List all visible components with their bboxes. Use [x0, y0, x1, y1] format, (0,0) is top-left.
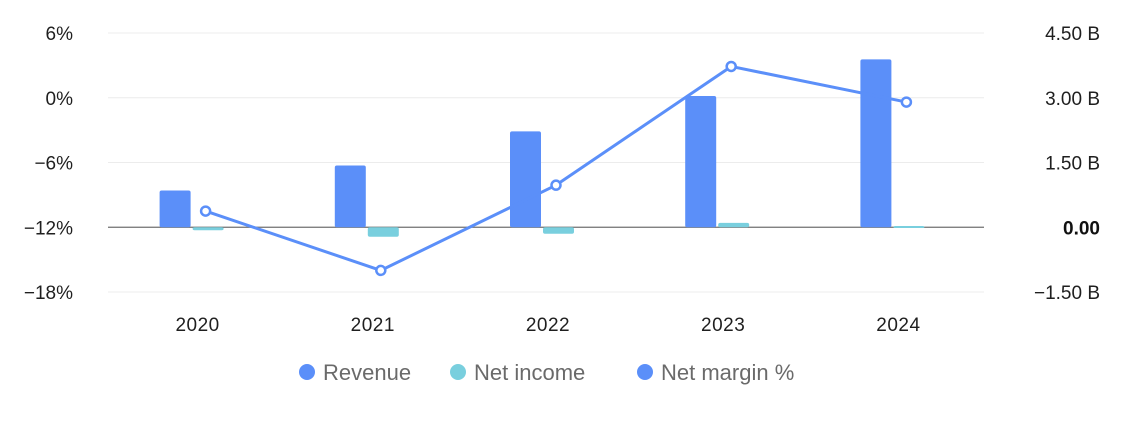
right-axis-tick-label: 3.00 B	[1045, 89, 1100, 110]
bar-net-income	[367, 227, 399, 237]
net-margin-point	[550, 179, 562, 191]
left-axis-tick-label: 6%	[46, 24, 74, 45]
net-margin-point	[900, 96, 913, 108]
bar-net-income	[718, 222, 750, 228]
net-margin-point	[199, 205, 212, 217]
bar-net-income	[543, 227, 574, 234]
bar-revenue	[685, 96, 717, 228]
bar-net-income	[893, 225, 925, 228]
left-axis-tick-label: −12%	[24, 218, 73, 239]
right-axis-tick-label: 0.00	[1063, 218, 1100, 239]
net-margin-line	[205, 64, 907, 272]
bar-revenue	[159, 190, 191, 228]
legend-revenue-label: Revenue	[323, 360, 411, 385]
bar-revenue	[334, 165, 366, 228]
bar-net-income	[192, 227, 224, 231]
right-axis-tick-label: 1.50 B	[1045, 154, 1100, 175]
right-axis-tick-label: 4.50 B	[1045, 24, 1100, 45]
left-axis-tick-label: −6%	[34, 154, 73, 175]
net-margin-point	[375, 264, 387, 277]
x-axis-tick-label: 2021	[351, 315, 395, 336]
legend-net-income-marker	[450, 364, 466, 380]
legend-revenue-marker	[299, 364, 315, 380]
x-axis-tick-label: 2020	[175, 315, 219, 336]
bar-revenue	[860, 59, 892, 228]
legend-net-income-label: Net income	[474, 360, 585, 385]
legend-net-margin-label: Net margin %	[661, 360, 794, 385]
x-axis-tick-label: 2023	[701, 315, 745, 336]
right-axis-tick-label: −1.50 B	[1034, 283, 1100, 304]
left-axis-tick-label: −18%	[24, 283, 73, 304]
bar-revenue	[510, 131, 541, 228]
legend-net-margin-marker	[637, 364, 653, 380]
net-margin-point	[725, 60, 737, 73]
left-axis-tick-label: 0%	[46, 89, 74, 110]
x-axis-tick-label: 2024	[876, 315, 920, 336]
x-axis-tick-label: 2022	[526, 315, 570, 336]
